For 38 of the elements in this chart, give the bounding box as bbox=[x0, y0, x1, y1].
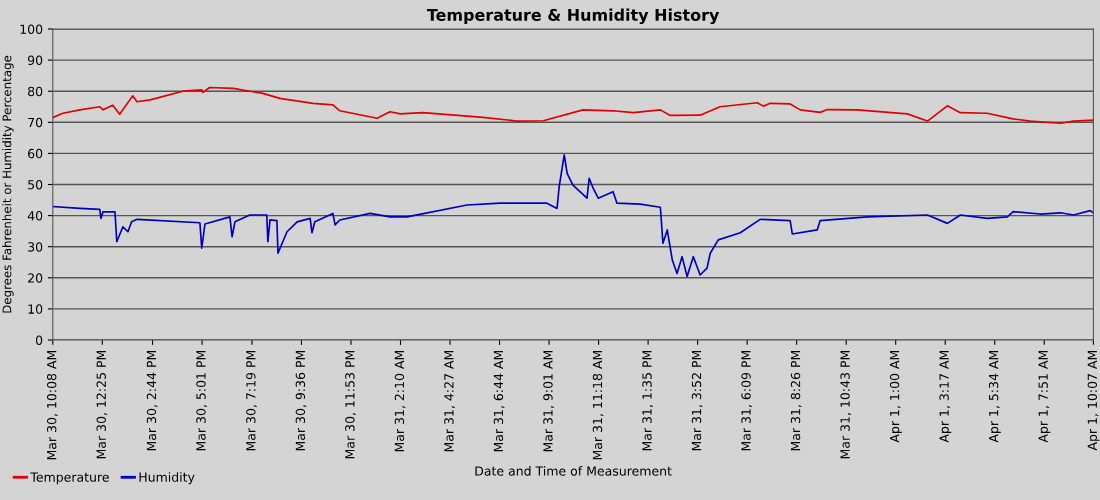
legend-label: Humidity bbox=[139, 472, 195, 485]
y-axis-title: Degrees Fahrenheit or Humidity Percentage bbox=[2, 55, 14, 313]
chart-title: Temperature & Humidity History bbox=[426, 8, 720, 25]
x-tick-label: Mar 31, 2:10 AM bbox=[394, 350, 406, 452]
y-tick-label: 30 bbox=[28, 242, 43, 252]
x-tick-label: Mar 30, 5:01 PM bbox=[196, 350, 207, 451]
y-tick-label: 80 bbox=[28, 86, 43, 97]
y-tick-label: 20 bbox=[28, 273, 43, 283]
y-tick-label: 0 bbox=[35, 335, 43, 345]
x-tick-label: Mar 31, 1:35 PM bbox=[642, 350, 653, 451]
x-tick-label: Mar 31, 6:44 AM bbox=[493, 350, 505, 452]
x-tick-label: Mar 30, 11:53 PM bbox=[345, 350, 356, 459]
x-tick-label: Mar 31, 3:52 PM bbox=[691, 350, 703, 451]
x-tick-label: Mar 31, 6:09 PM bbox=[741, 350, 753, 451]
y-tick-label: 10 bbox=[28, 304, 43, 314]
x-tick-label: Apr 1, 5:34 AM bbox=[988, 350, 1001, 443]
x-tick-label: Apr 1, 3:17 AM bbox=[939, 350, 952, 443]
x-tick-label: Apr 1, 10:07 AM bbox=[1087, 350, 1100, 451]
x-tick-label: Mar 30, 7:19 PM bbox=[246, 350, 257, 451]
x-tick-label: Mar 30, 9:36 PM bbox=[295, 350, 307, 451]
x-tick-label: Mar 31, 11:18 AM bbox=[592, 350, 604, 460]
x-tick-label: Mar 31, 8:26 PM bbox=[790, 350, 802, 451]
x-tick-label: Mar 30, 2:44 PM bbox=[146, 350, 158, 451]
y-tick-label: 70 bbox=[28, 117, 43, 128]
y-tick-label: 100 bbox=[20, 24, 43, 34]
x-tick-label: Apr 1, 1:00 AM bbox=[889, 350, 902, 443]
y-tick-label: 90 bbox=[27, 55, 43, 66]
y-tick-label: 40 bbox=[27, 211, 43, 221]
x-tick-label: Mar 31, 9:01 AM bbox=[543, 350, 554, 452]
x-tick-label: Mar 31, 10:43 PM bbox=[840, 350, 852, 459]
x-tick-label: Mar 31, 4:27 AM bbox=[444, 350, 455, 452]
legend-label: Temperature bbox=[30, 472, 109, 485]
y-tick-label: 60 bbox=[28, 148, 43, 159]
x-tick-label: Mar 30, 12:25 PM bbox=[96, 350, 108, 459]
x-tick-label: Mar 30, 10:08 AM bbox=[46, 350, 58, 460]
y-tick-label: 50 bbox=[28, 179, 43, 190]
x-tick-label: Apr 1, 7:51 AM bbox=[1038, 350, 1051, 443]
x-axis-title: Date and Time of Measurement bbox=[475, 466, 672, 476]
